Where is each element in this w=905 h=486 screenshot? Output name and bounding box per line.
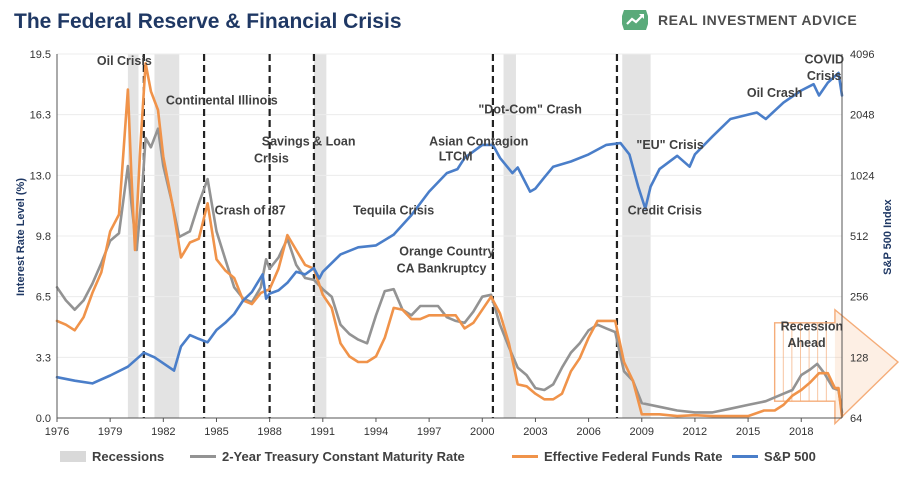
annotation-label: LTCM [439, 149, 473, 163]
y-left-tick-label: 6.5 [36, 292, 51, 304]
forecast-arrow-shape [773, 308, 900, 426]
annotation-label: Savings & Loan [262, 134, 356, 148]
annotations: Oil Crisis Continental Illinois Savings & … [97, 52, 844, 350]
annotation-label: Crisis [254, 151, 289, 165]
sp500-line [55, 71, 844, 385]
fed-funds-line [55, 61, 844, 418]
annotation-label: Tequila Crisis [353, 204, 434, 218]
series-lines [55, 61, 844, 418]
x-tick-label: 2015 [736, 426, 760, 438]
y-axis-left-title: Interest Rate Level (%) [15, 178, 27, 296]
annotation-label: "Dot-Com" Crash [478, 103, 582, 117]
annotation-label: Credit Crisis [628, 204, 702, 218]
legend-label: 2-Year Treasury Constant Maturity Rate [222, 449, 465, 464]
y-left-tick-label: 0.0 [36, 413, 51, 425]
x-tick-label: 1982 [151, 426, 175, 438]
crisis-lines [142, 54, 619, 418]
annotation-label: Oil Crash [747, 86, 803, 100]
annotation-label: Crisis [807, 69, 842, 83]
annotation-label: Oil Crisis [97, 54, 152, 68]
y-right-tick-label: 256 [850, 292, 868, 304]
legend-swatch-sp500 [732, 455, 758, 458]
x-tick-label: 1991 [311, 426, 335, 438]
legend-label: Recessions [92, 449, 165, 464]
annotation-label: Crash of '87 [215, 204, 286, 218]
chart-title: The Federal Reserve & Financial Crisis [14, 10, 402, 33]
annotation-label: Continental Illinois [166, 93, 278, 107]
x-tick-label: 2012 [683, 426, 707, 438]
y-right-tick-label: 2048 [850, 110, 874, 122]
y-left-tick-label: 9.8 [36, 231, 51, 243]
annotation-label: Ahead [787, 336, 825, 350]
x-tick-label: 2018 [789, 426, 813, 438]
brand-name: REAL INVESTMENT ADVICE [658, 12, 858, 28]
legend-label: S&P 500 [764, 449, 816, 464]
x-tick-label: 2006 [576, 426, 600, 438]
y-left-tick-label: 19.5 [30, 49, 51, 61]
x-tick-label: 1979 [98, 426, 122, 438]
x-tick-label: 2009 [630, 426, 654, 438]
x-tick-label: 1994 [364, 426, 388, 438]
legend: Recessions 2-Year Treasury Constant Matu… [60, 449, 850, 469]
legend-label: Effective Federal Funds Rate [544, 449, 723, 464]
annotation-label: COVID [804, 52, 844, 66]
axes: 1976 1979 1982 1985 1988 1991 1994 1997 2000 2003… [30, 49, 875, 438]
y-right-tick-label: 4096 [850, 49, 874, 61]
x-tick-label: 1985 [204, 426, 228, 438]
forecast-arrow [773, 308, 900, 426]
x-tick-label: 1976 [45, 426, 69, 438]
y-right-tick-label: 128 [850, 352, 868, 364]
legend-swatch-fed-funds [512, 455, 538, 458]
y-right-tick-label: 1024 [850, 170, 874, 182]
legend-item-sp500: S&P 500 [732, 449, 816, 464]
annotation-label: Asian Contagion [429, 134, 528, 148]
legend-swatch-recessions [60, 451, 86, 462]
legend-swatch-treasury [190, 455, 216, 458]
y-left-tick-label: 3.3 [36, 352, 51, 364]
y-left-tick-label: 16.3 [30, 110, 51, 122]
brand-logo: REAL INVESTMENT ADVICE [620, 8, 890, 34]
annotation-label: "EU" Crisis [636, 138, 703, 152]
legend-item-treasury: 2-Year Treasury Constant Maturity Rate [190, 449, 465, 464]
x-tick-label: 1997 [417, 426, 441, 438]
trend-arrow-icon [622, 10, 648, 30]
y-left-tick-label: 13.0 [30, 170, 51, 182]
annotation-label: Orange Country [399, 245, 494, 259]
x-tick-label: 2000 [470, 426, 494, 438]
annotation-label: CA Bankruptcy [397, 261, 487, 275]
y-right-tick-label: 512 [850, 231, 868, 243]
x-tick-label: 2003 [523, 426, 547, 438]
annotation-label: Recession [781, 319, 844, 333]
x-tick-label: 1988 [257, 426, 281, 438]
y-right-tick-label: 64 [850, 413, 862, 425]
forecast-arrow-head [834, 309, 898, 424]
legend-item-recessions: Recessions [60, 449, 164, 464]
legend-item-fed-funds: Effective Federal Funds Rate [512, 449, 722, 464]
y-axis-right-title: S&P 500 Index [882, 198, 894, 274]
